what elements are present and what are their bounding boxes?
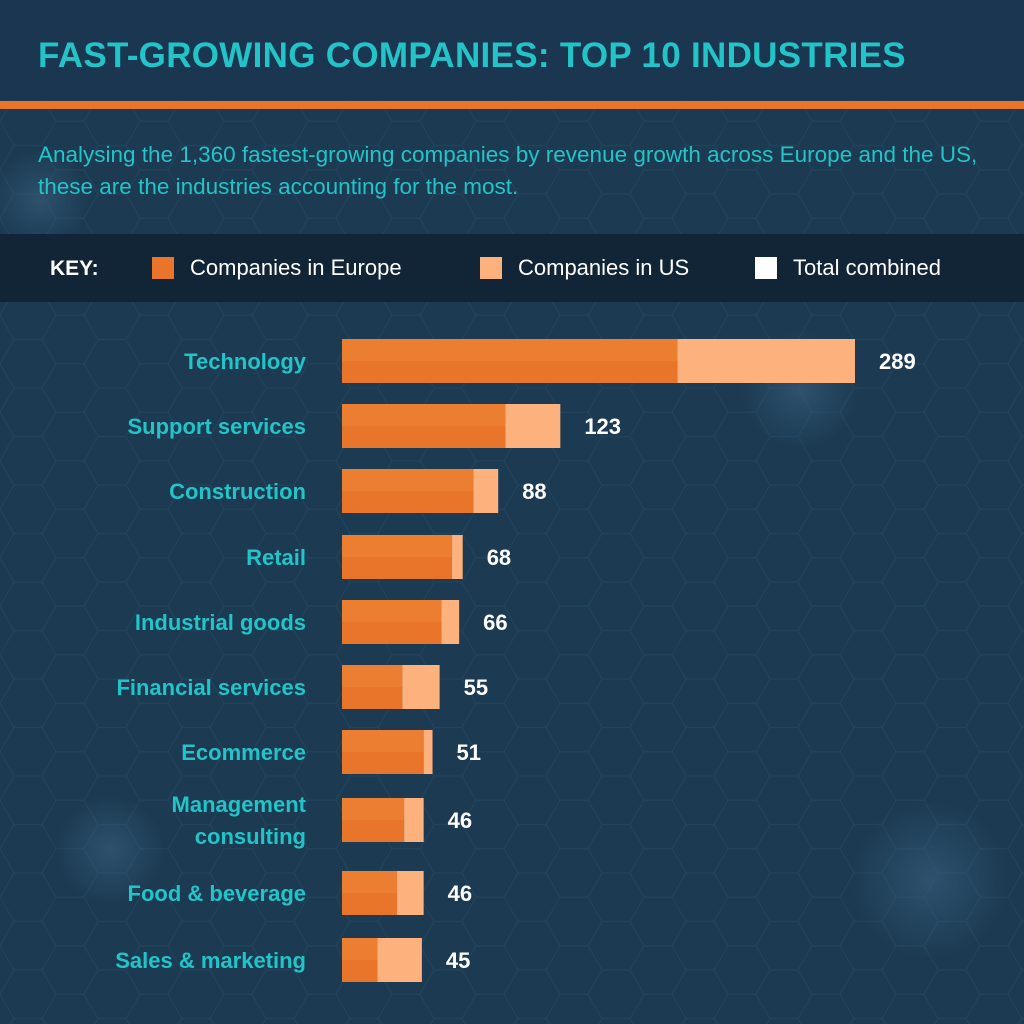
bar-us — [377, 938, 422, 982]
legend-title: KEY: — [50, 257, 99, 280]
bar-europe-highlight — [342, 600, 442, 622]
bar-us — [423, 730, 433, 774]
bar-us — [452, 535, 463, 579]
legend-swatch-us — [480, 257, 502, 279]
category-label: Management — [172, 792, 307, 817]
bar-europe-highlight — [342, 938, 378, 960]
bar-europe-highlight — [342, 871, 398, 893]
title-divider — [0, 101, 1024, 109]
bar-us — [441, 600, 460, 644]
legend-label-total: Total combined — [793, 255, 941, 280]
total-value-label: 46 — [448, 881, 472, 906]
bar-europe — [342, 535, 453, 579]
total-value-label: 88 — [522, 479, 546, 504]
bar-europe — [342, 871, 398, 915]
legend: KEY: Companies in Europe Companies in US… — [0, 234, 1024, 302]
bar-europe-highlight — [342, 730, 424, 752]
category-label: Construction — [169, 479, 306, 504]
bar-europe-highlight — [342, 339, 678, 361]
bar-us — [402, 665, 440, 709]
bar-europe — [342, 665, 403, 709]
legend-label-us: Companies in US — [518, 255, 690, 280]
legend-item-europe: Companies in Europe — [152, 254, 402, 282]
chart-subtitle: Analysing the 1,360 fastest-growing comp… — [38, 142, 978, 199]
bar-europe-highlight — [342, 798, 405, 820]
category-label: Sales & marketing — [115, 948, 306, 973]
bar-europe — [342, 730, 424, 774]
bar-us — [505, 404, 561, 448]
bar-us — [473, 469, 499, 513]
bar-europe — [342, 469, 474, 513]
legend-swatch-europe — [152, 257, 174, 279]
bar-us — [404, 798, 424, 842]
bar-europe-highlight — [342, 535, 453, 557]
category-label: Technology — [184, 349, 307, 374]
bar-us — [397, 871, 424, 915]
legend-item-total: Total combined — [755, 254, 941, 282]
category-label: Industrial goods — [135, 610, 306, 635]
total-value-label: 289 — [879, 349, 916, 374]
header-band: FAST-GROWING COMPANIES: TOP 10 INDUSTRIE… — [0, 0, 1024, 100]
chart-title: FAST-GROWING COMPANIES: TOP 10 INDUSTRIE… — [38, 36, 906, 75]
bar-europe — [342, 798, 405, 842]
total-value-label: 55 — [464, 675, 488, 700]
category-label: Retail — [246, 545, 306, 570]
bar-europe — [342, 404, 506, 448]
total-value-label: 45 — [446, 948, 470, 973]
bar-europe-highlight — [342, 469, 474, 491]
total-value-label: 46 — [448, 808, 472, 833]
bar-europe — [342, 339, 678, 383]
total-value-label: 68 — [487, 545, 511, 570]
category-label: consulting — [195, 824, 306, 849]
category-label: Ecommerce — [181, 740, 306, 765]
bar-europe — [342, 600, 442, 644]
legend-item-us: Companies in US — [480, 254, 689, 282]
bar-us — [677, 339, 855, 383]
category-label: Support services — [127, 414, 306, 439]
total-value-label: 123 — [584, 414, 621, 439]
total-value-label: 66 — [483, 610, 507, 635]
bar-europe — [342, 938, 378, 982]
legend-swatch-total — [755, 257, 777, 279]
total-value-label: 51 — [457, 740, 481, 765]
category-label: Financial services — [116, 675, 306, 700]
bar-europe-highlight — [342, 404, 506, 426]
category-label: Food & beverage — [128, 881, 306, 906]
legend-label-europe: Companies in Europe — [190, 255, 402, 280]
bar-europe-highlight — [342, 665, 403, 687]
